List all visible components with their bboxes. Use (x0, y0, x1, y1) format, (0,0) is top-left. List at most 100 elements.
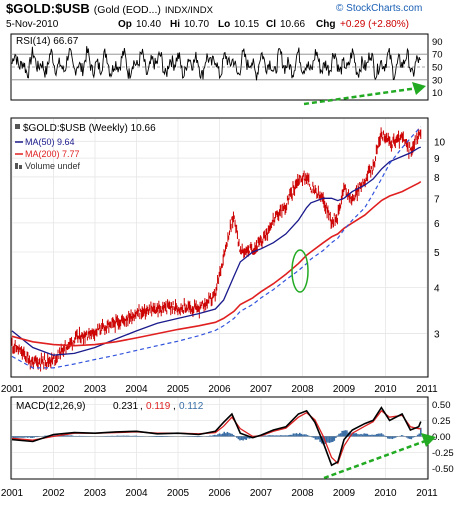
histogram-bar (368, 434, 370, 437)
macd-legend-hist: 0.112 (179, 401, 204, 412)
price-bars (11, 127, 422, 372)
histogram-bar (336, 435, 339, 437)
legend-comma-2: , (173, 401, 176, 412)
histogram-bar (342, 430, 345, 437)
rsi-tick-label: 10 (432, 88, 443, 99)
histogram-bar (291, 434, 293, 437)
histogram-bar (331, 436, 334, 442)
histogram-bar (341, 430, 343, 437)
high-value: 10.70 (184, 19, 209, 30)
histogram-bar (239, 436, 241, 441)
histogram-bar (31, 436, 34, 438)
histogram-bar (313, 436, 315, 438)
histogram-bar (418, 433, 421, 437)
histogram-bar (317, 436, 320, 440)
histogram-bar (221, 433, 224, 437)
histogram-bar (196, 436, 199, 438)
price-x-tick-label: 2008 (291, 384, 314, 395)
histogram-bar (399, 435, 402, 437)
histogram-bar (289, 434, 292, 437)
histogram-bar (305, 434, 307, 437)
histogram-bar (122, 435, 125, 437)
histogram-bar (237, 436, 240, 440)
macd-x-tick-label: 2010 (374, 488, 397, 499)
highlight-ellipse (291, 249, 309, 293)
histogram-bar (388, 436, 391, 439)
price-legend-swatch (15, 124, 20, 129)
macd-legend-signal: 0.119 (146, 401, 171, 412)
macd-trend-arrow (323, 438, 429, 480)
histogram-bar (393, 436, 395, 439)
histogram-bar (385, 436, 387, 438)
histogram-bar (358, 434, 361, 437)
volume-legend-swatch-2 (19, 165, 22, 169)
price-x-tick-label: 2002 (42, 384, 65, 395)
histogram-bar (232, 434, 235, 437)
histogram-bar (124, 435, 126, 437)
histogram-bar (357, 434, 359, 437)
rsi-legend: RSI(14) 66.67 (16, 36, 79, 47)
histogram-bar (242, 436, 244, 441)
histogram-bar (413, 436, 416, 438)
histogram-bar (327, 436, 329, 443)
histogram-bar (267, 435, 270, 437)
histogram-bar (110, 435, 112, 437)
grid-layer (11, 53, 428, 478)
macd-legend-value: 0.231 (113, 401, 138, 412)
histogram-bar (273, 435, 276, 437)
histogram-bar (405, 436, 408, 438)
price-x-tick-label: 2006 (208, 384, 231, 395)
histogram-bar (314, 436, 317, 440)
macd-x-tick-label: 2003 (84, 488, 107, 499)
macd-legend-prefix: MACD(12,26,9) (16, 401, 85, 412)
histogram-bar (247, 436, 249, 439)
histogram-bar (283, 435, 285, 437)
histogram-bar (15, 436, 18, 438)
histogram-bar (419, 427, 422, 437)
histogram-bar (316, 436, 318, 440)
macd-x-tick-label: 2002 (42, 488, 65, 499)
price-x-tick-label: 2001 (1, 384, 24, 395)
histogram-bar (217, 434, 219, 437)
price-tick-label: 7 (434, 194, 440, 205)
legend-comma-1: , (140, 401, 143, 412)
histogram-bar (121, 435, 123, 437)
histogram-bar (240, 436, 243, 441)
stockcharts-watermark: © StockCharts.com (336, 3, 422, 14)
ma200-line (11, 180, 422, 347)
histogram-bar (346, 430, 348, 437)
histogram-bar (63, 434, 65, 437)
close-label: Cl (266, 19, 276, 30)
histogram-bar (383, 435, 386, 437)
histogram-bar (245, 436, 248, 440)
quote-date: 5-Nov-2010 (6, 19, 59, 30)
price-x-tick-label: 2005 (167, 384, 190, 395)
histogram-bar (319, 436, 321, 442)
histogram-bar (284, 435, 287, 437)
histogram-bar (280, 435, 282, 437)
price-x-tick-label: 2010 (374, 384, 397, 395)
histogram-bar (116, 435, 119, 437)
symbol-title: $GOLD:$USB (6, 1, 90, 16)
price-x-tick-label: 2011 (416, 384, 438, 395)
rsi-tick-label: 30 (432, 75, 443, 86)
histogram-bar (223, 431, 226, 437)
lower-channel-line (11, 126, 422, 369)
histogram-bar (66, 435, 68, 437)
histogram-bar (390, 436, 392, 439)
histogram-bar (364, 433, 367, 437)
price-tick-label: 3 (434, 330, 440, 341)
histogram-bar (369, 434, 372, 437)
histogram-bar (363, 433, 365, 437)
histogram-bar (349, 431, 351, 437)
volume-legend-swatch (15, 163, 18, 169)
histogram-bar (17, 436, 20, 438)
price-tick-label: 5 (434, 248, 440, 259)
histogram-bar (292, 433, 295, 437)
macd-x-tick-label: 2011 (416, 488, 438, 499)
histogram-bar (371, 434, 373, 437)
histogram-bar (278, 435, 281, 437)
histogram-bar (380, 433, 383, 437)
histogram-bar (23, 436, 26, 438)
